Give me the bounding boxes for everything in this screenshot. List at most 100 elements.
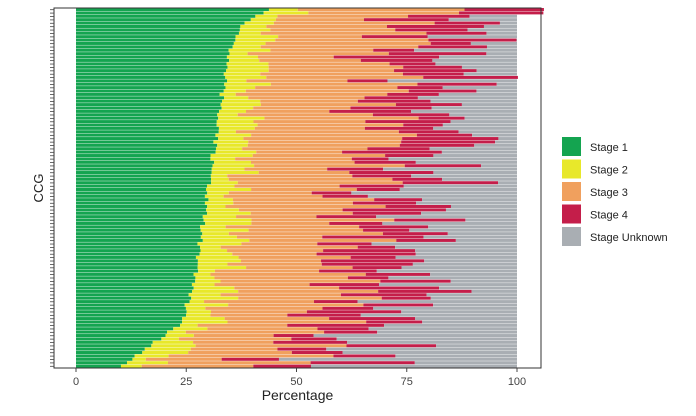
bar-segment-stage-1	[76, 151, 216, 154]
bar-segment-stage-3	[238, 181, 403, 184]
bar-row	[76, 178, 517, 181]
bar-segment-stage-4	[358, 100, 431, 103]
bar-segment-stage-3	[233, 202, 353, 205]
bar-row	[76, 123, 517, 126]
bar-segment-stage-4	[366, 273, 430, 276]
bar-row	[76, 259, 517, 262]
bar-row	[76, 222, 517, 225]
bar-segment-stage-1	[76, 100, 222, 103]
bar-row	[76, 83, 517, 86]
bar-segment-stage-2	[200, 225, 225, 228]
bar-segment-stage-unknown	[432, 59, 517, 62]
bar-segment-stage-3	[278, 35, 362, 38]
bar-segment-stage-4	[341, 293, 427, 296]
bar-segment-stage-2	[198, 259, 241, 262]
bar-segment-stage-3	[241, 259, 321, 262]
bar-row	[76, 18, 517, 21]
bar-row	[76, 236, 517, 239]
bar-segment-stage-2	[224, 73, 260, 76]
bar-segment-stage-unknown	[377, 270, 517, 273]
bar-segment-stage-unknown	[372, 242, 517, 245]
bar-segment-stage-1	[76, 215, 203, 218]
bar-segment-stage-4	[435, 22, 500, 25]
bar-segment-stage-1	[76, 185, 207, 188]
bar-segment-stage-unknown	[464, 73, 517, 76]
bar-segment-stage-3	[254, 120, 366, 123]
bar-segment-stage-unknown	[462, 103, 517, 106]
bar-segment-stage-unknown	[413, 263, 517, 266]
bar-segment-stage-2	[182, 317, 224, 320]
bar-segment-stage-1	[76, 246, 200, 249]
bar-segment-stage-1	[76, 259, 198, 262]
legend-swatch	[562, 137, 581, 156]
bar-segment-stage-4	[253, 365, 311, 368]
bar-segment-stage-3	[186, 331, 324, 334]
legend-label: Stage 2	[590, 165, 628, 177]
bar-segment-stage-2	[205, 195, 224, 198]
bar-row	[76, 86, 517, 89]
bar-segment-stage-unknown	[422, 198, 517, 201]
bar-segment-stage-1	[76, 66, 227, 69]
bar-segment-stage-1	[76, 195, 205, 198]
bar-segment-stage-1	[76, 164, 212, 167]
bar-segment-stage-2	[212, 168, 245, 171]
bar-segment-stage-3	[227, 174, 352, 177]
bar-segment-stage-3	[227, 249, 323, 252]
bar-row	[76, 270, 517, 273]
bar-segment-stage-3	[308, 11, 459, 14]
bar-row	[76, 134, 517, 137]
bar-segment-stage-3	[261, 103, 396, 106]
bar-segment-stage-unknown	[449, 113, 517, 116]
bar-segment-stage-1	[76, 191, 207, 194]
bar-segment-stage-3	[228, 303, 363, 306]
bar-segment-stage-2	[225, 76, 266, 79]
bar-segment-stage-unknown	[358, 300, 517, 303]
bar-segment-stage-3	[239, 208, 343, 211]
bar-segment-stage-3	[270, 49, 373, 52]
bar-segment-stage-3	[226, 225, 359, 228]
bar-segment-stage-unknown	[428, 225, 517, 228]
bar-segment-stage-unknown	[451, 205, 517, 208]
bar-segment-stage-unknown	[472, 134, 517, 137]
bar-segment-stage-4	[333, 354, 395, 357]
bar-row	[76, 69, 517, 72]
bar-segment-stage-1	[76, 93, 220, 96]
bar-segment-stage-1	[76, 320, 182, 323]
bar-row	[76, 76, 518, 79]
bar-segment-stage-4	[366, 320, 422, 323]
bar-segment-stage-4	[274, 334, 314, 337]
bar-segment-stage-1	[76, 69, 226, 72]
bar-segment-stage-2	[217, 120, 254, 123]
bar-segment-stage-3	[276, 18, 364, 21]
bar-segment-stage-3	[229, 232, 383, 235]
bar-segment-stage-2	[142, 351, 188, 354]
bar-segment-stage-4	[403, 181, 498, 184]
bar-segment-stage-4	[401, 140, 495, 143]
bar-segment-stage-4	[387, 93, 439, 96]
bar-row	[76, 239, 517, 242]
bar-segment-stage-2	[234, 42, 266, 45]
bar-segment-stage-2	[190, 300, 204, 303]
bar-row	[76, 100, 517, 103]
bar-segment-stage-4	[403, 73, 464, 76]
bar-segment-stage-4	[323, 249, 415, 252]
bar-segment-stage-4	[316, 215, 376, 218]
bar-segment-stage-4	[394, 219, 465, 222]
bar-segment-stage-unknown	[400, 188, 517, 191]
bar-segment-stage-4	[390, 62, 436, 65]
bar-segment-stage-unknown	[472, 290, 517, 293]
bar-segment-stage-1	[76, 232, 202, 235]
bar-row	[76, 137, 517, 140]
bar-row	[76, 195, 517, 198]
bar-segment-stage-unknown	[411, 110, 517, 113]
bar-row	[76, 127, 517, 130]
bar-segment-stage-3	[169, 354, 334, 357]
bar-segment-stage-unknown	[498, 137, 517, 140]
bar-segment-stage-3	[238, 290, 378, 293]
bar-segment-stage-1	[76, 365, 121, 368]
bar-segment-stage-4	[334, 56, 439, 59]
bar-row	[76, 28, 517, 31]
bar-segment-stage-4	[222, 358, 279, 361]
bar-segment-stage-unknown	[433, 303, 517, 306]
bar-segment-stage-4	[399, 130, 459, 133]
